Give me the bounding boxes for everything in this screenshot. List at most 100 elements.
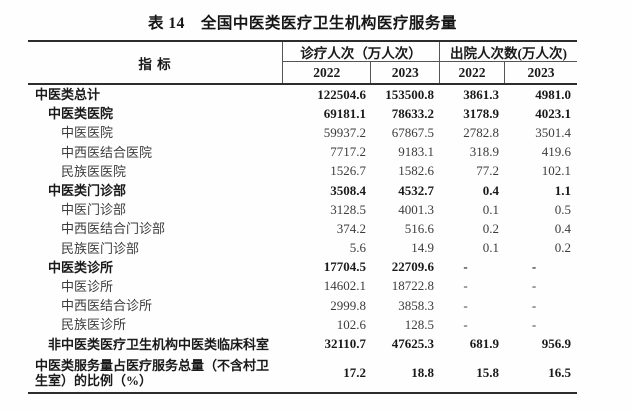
- cell-value: 2999.8: [330, 297, 366, 313]
- row-label: 非中医类医疗卫生机构中医类临床科室: [48, 336, 270, 352]
- cell-value: 318.9: [469, 144, 499, 160]
- row-label: 中医类门诊部: [48, 183, 127, 199]
- cell-value: 22709.6: [391, 259, 434, 275]
- cell-value: 4001.3: [398, 201, 434, 217]
- cell-value: 1526.7: [330, 163, 366, 179]
- row-label: 中西医结合医院: [61, 144, 153, 160]
- cell-value: -: [463, 297, 468, 313]
- cell-value: 419.6: [541, 144, 571, 160]
- table-row: 中西医结合门诊部 374.2 516.6 0.2 0.4: [28, 219, 577, 238]
- header-years-outpatient: 2022 2023: [283, 62, 439, 83]
- cell-value: -: [531, 259, 537, 275]
- cell-value: 3178.9: [463, 105, 499, 121]
- cell-value: 17.2: [343, 364, 366, 380]
- cell-value: 2782.8: [463, 124, 499, 140]
- cell-value: 4023.1: [535, 105, 571, 121]
- cell-value: 47625.3: [391, 336, 434, 352]
- cell-value: 77.2: [476, 163, 499, 179]
- cell-value: -: [531, 316, 537, 332]
- cell-value: 17704.5: [323, 259, 366, 275]
- table-row: 中医门诊部 3128.5 4001.3 0.1 0.5: [28, 200, 577, 219]
- table-title: 表 14 全国中医类医疗卫生机构医疗服务量: [148, 15, 457, 32]
- row-label: 中医类总计: [35, 87, 101, 103]
- table-row: 非中医类医疗卫生机构中医类临床科室 32110.7 47625.3 681.9 …: [28, 334, 577, 353]
- table-body: 中医类总计 122504.6 153500.8 3861.3 4981.0 中医…: [28, 85, 577, 395]
- cell-value: 5.6: [349, 240, 366, 256]
- cell-value: 0.2: [482, 220, 499, 236]
- row-label: 中医类医院: [48, 106, 114, 122]
- row-label: 中西医结合门诊部: [61, 221, 166, 237]
- cell-value: 59937.2: [323, 124, 366, 140]
- cell-value: 0.1: [482, 240, 499, 256]
- table-row: 中医类服务量占医疗服务总量（不含村卫生室）的比例（%） 17.2 18.8 15…: [28, 354, 577, 392]
- cell-value: 3128.5: [330, 201, 366, 217]
- cell-value: 4532.7: [398, 182, 434, 198]
- table-row: 中西医结合医院 7717.2 9183.1 318.9 419.6: [28, 143, 577, 162]
- header-indicator: 指 标: [28, 42, 283, 83]
- header-group-discharges-label: 出院人次数(万人次): [440, 42, 577, 62]
- cell-value: 7717.2: [330, 144, 366, 160]
- cell-value: 32110.7: [324, 336, 366, 352]
- table-row: 中医类门诊部 3508.4 4532.7 0.4 1.1: [28, 181, 577, 200]
- table-row: 中医类医院 69181.1 78633.2 3178.9 4023.1: [28, 104, 577, 123]
- cell-value: 18.8: [411, 364, 434, 380]
- cell-value: 0.5: [554, 201, 571, 217]
- row-label: 中医门诊部: [61, 202, 127, 218]
- header-group-outpatient-label: 诊疗人次（万人次）: [283, 42, 439, 62]
- cell-value: 374.2: [336, 220, 366, 236]
- table-row: 中医医院 59937.2 67867.5 2782.8 3501.4: [28, 123, 577, 142]
- table-row: 中医诊所 14602.1 18722.8 - -: [28, 277, 577, 296]
- cell-value: -: [463, 316, 468, 332]
- table-row: 中医类总计 122504.6 153500.8 3861.3 4981.0: [28, 85, 577, 104]
- cell-value: 3508.4: [330, 182, 366, 198]
- cell-value: 14602.1: [323, 278, 366, 294]
- header-year-2023-discharges: 2023: [527, 64, 555, 80]
- cell-value: 0.4: [554, 220, 571, 236]
- cell-value: 3858.3: [398, 297, 434, 313]
- cell-value: 4981.0: [535, 86, 571, 102]
- cell-value: 18722.8: [391, 278, 434, 294]
- header-year-2022-outpatient: 2022: [283, 62, 372, 83]
- row-label: 中医医院: [61, 125, 114, 141]
- cell-value: 0.4: [482, 182, 499, 198]
- row-label: 中医诊所: [61, 278, 114, 294]
- table-header: 指 标 诊疗人次（万人次） 2022 2023 出院人次数(万人次) 2022 …: [28, 40, 577, 85]
- header-group-discharges: 出院人次数(万人次) 2022 2023: [440, 42, 577, 83]
- cell-value: -: [531, 278, 537, 294]
- cell-value: 681.9: [469, 336, 499, 352]
- row-label: 中西医结合诊所: [61, 298, 153, 314]
- table-row: 民族医医院 1526.7 1582.6 77.2 102.1: [28, 162, 577, 181]
- row-label: 中医类诊所: [48, 259, 114, 275]
- cell-value: 3501.4: [535, 124, 571, 140]
- cell-value: 9183.1: [398, 144, 434, 160]
- cell-value: 3861.3: [463, 86, 499, 102]
- cell-value: -: [463, 259, 468, 275]
- cell-value: 67867.5: [391, 124, 434, 140]
- cell-value: 78633.2: [391, 105, 434, 121]
- header-year-2023-outpatient: 2023: [391, 64, 419, 80]
- table-row: 民族医门诊部 5.6 14.9 0.1 0.2: [28, 239, 577, 258]
- cell-value: 516.6: [404, 220, 434, 236]
- cell-value: -: [463, 278, 468, 294]
- cell-value: 1.1: [554, 182, 571, 198]
- cell-value: 1582.6: [398, 163, 434, 179]
- table-row: 民族医诊所 102.6 128.5 - -: [28, 315, 577, 334]
- cell-value: 69181.1: [323, 105, 366, 121]
- cell-value: 15.8: [476, 364, 499, 380]
- cell-value: 102.1: [541, 163, 571, 179]
- cell-value: -: [531, 297, 537, 313]
- table-row: 中西医结合诊所 2999.8 3858.3 - -: [28, 296, 577, 315]
- cell-value: 153500.8: [385, 86, 434, 102]
- header-group-outpatient-visits: 诊疗人次（万人次） 2022 2023: [283, 42, 440, 83]
- row-label: 民族医医院: [61, 163, 127, 179]
- cell-value: 0.2: [554, 240, 571, 256]
- cell-value: 16.5: [548, 364, 571, 380]
- table-row: 中医类诊所 17704.5 22709.6 - -: [28, 258, 577, 277]
- row-label: 民族医诊所: [61, 317, 127, 333]
- row-label: 民族医门诊部: [61, 240, 140, 256]
- cell-value: 102.6: [336, 316, 366, 332]
- cell-value: 128.5: [404, 316, 434, 332]
- header-years-discharges: 2022 2023: [440, 62, 577, 83]
- header-year-2022-discharges: 2022: [440, 62, 505, 83]
